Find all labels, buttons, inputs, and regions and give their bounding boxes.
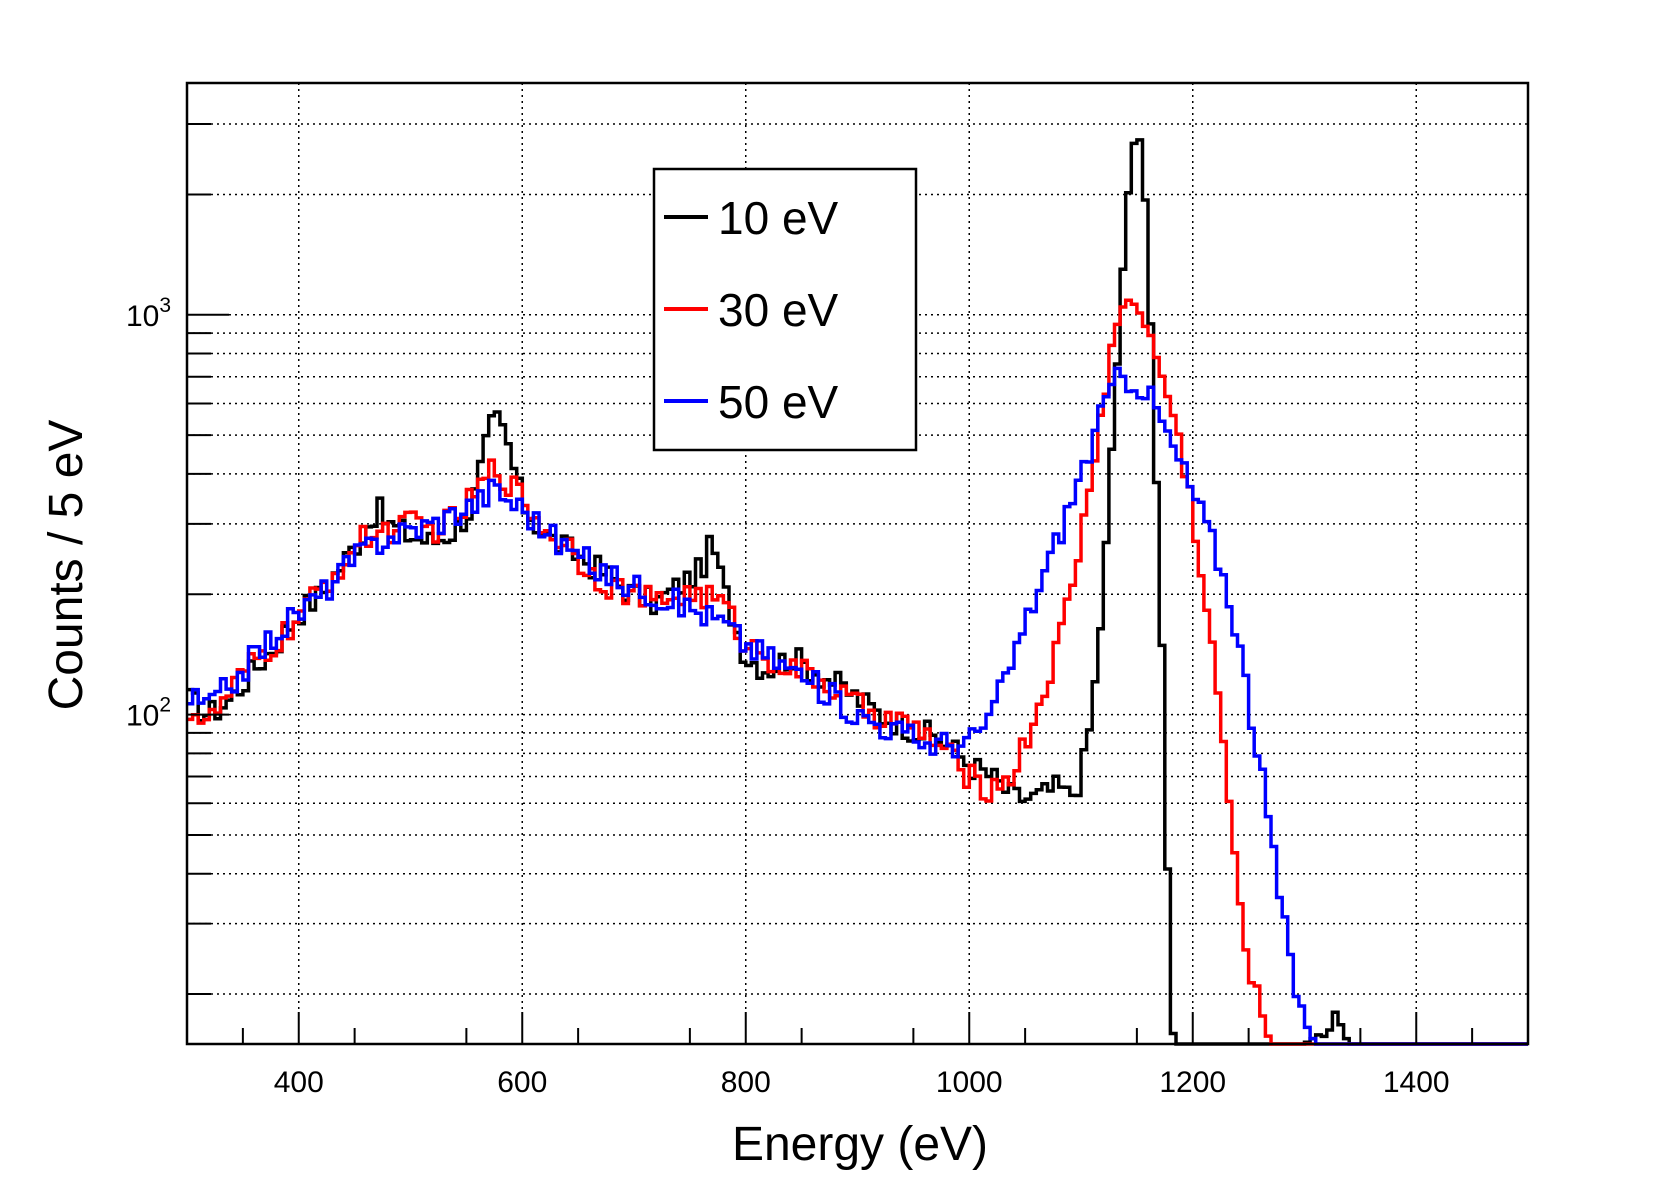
y-tick-label: 103 <box>126 294 171 333</box>
x-tick-label: 600 <box>497 1066 547 1099</box>
x-tick-label: 400 <box>274 1066 324 1099</box>
legend-label-50ev: 50 eV <box>718 376 839 428</box>
y-tick-label: 102 <box>126 694 171 733</box>
series-50ev <box>187 366 1528 1046</box>
axis-ticks: 400 600 800 1000 1200 1400 102 103 <box>126 123 1474 1099</box>
x-tick-label: 1200 <box>1159 1066 1226 1099</box>
y-axis-title: Counts / 5 eV <box>40 420 93 711</box>
x-tick-label: 1400 <box>1383 1066 1450 1099</box>
x-axis-title: Energy (eV) <box>732 1118 988 1171</box>
x-tick-label: 800 <box>721 1066 771 1099</box>
grid-lines <box>187 83 1528 1044</box>
plot-frame <box>185 81 1530 1046</box>
legend: 10 eV 30 eV 50 eV <box>652 167 918 452</box>
x-tick-label: 1000 <box>936 1066 1003 1099</box>
legend-label-10ev: 10 eV <box>718 192 839 244</box>
legend-label-30ev: 30 eV <box>718 284 839 336</box>
